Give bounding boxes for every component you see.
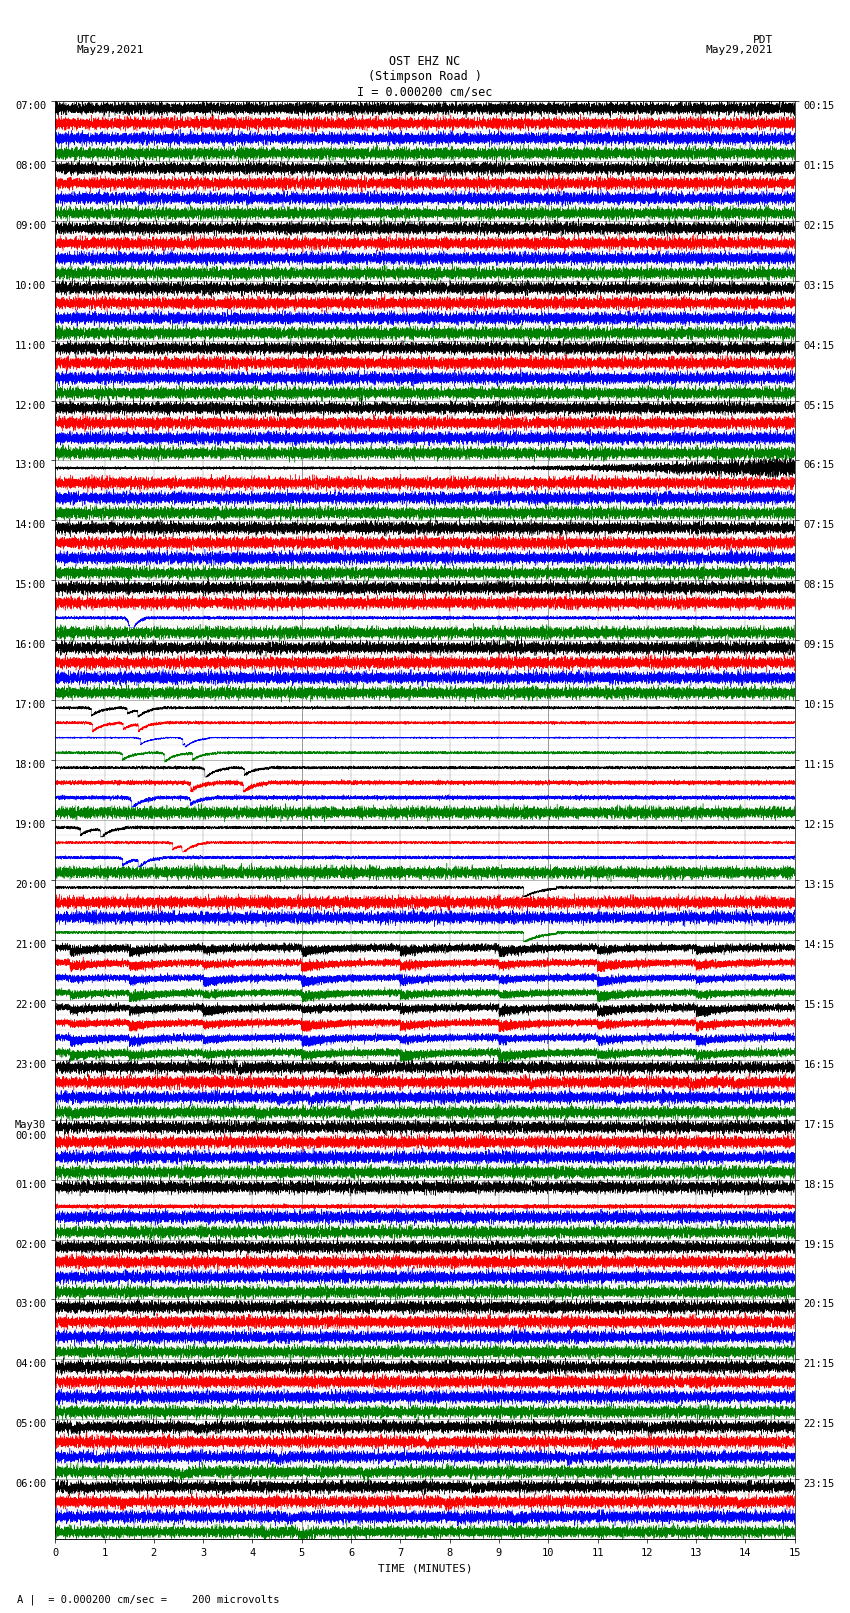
- X-axis label: TIME (MINUTES): TIME (MINUTES): [377, 1565, 473, 1574]
- Text: A |  = 0.000200 cm/sec =    200 microvolts: A | = 0.000200 cm/sec = 200 microvolts: [17, 1594, 280, 1605]
- Text: UTC: UTC: [76, 35, 97, 45]
- Text: PDT: PDT: [753, 35, 774, 45]
- Title: OST EHZ NC
(Stimpson Road )
I = 0.000200 cm/sec: OST EHZ NC (Stimpson Road ) I = 0.000200…: [357, 55, 493, 98]
- Text: May29,2021: May29,2021: [706, 45, 774, 55]
- Text: May29,2021: May29,2021: [76, 45, 144, 55]
